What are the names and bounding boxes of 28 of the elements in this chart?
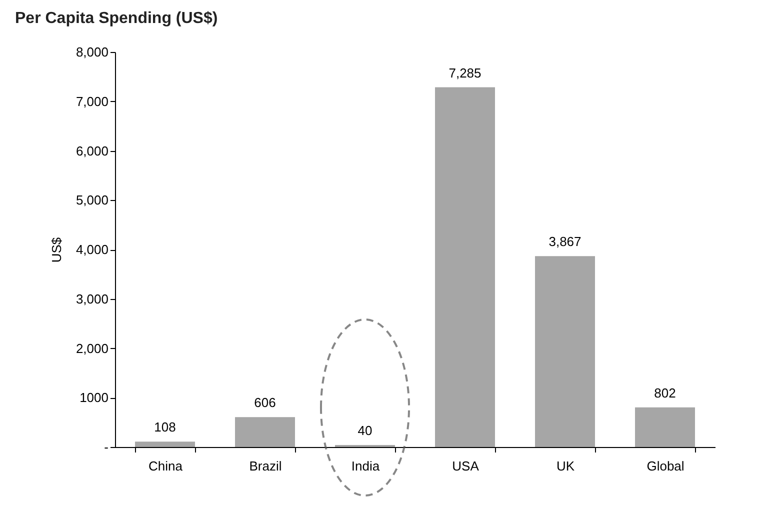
data-label: 108	[154, 420, 176, 435]
bar	[435, 87, 495, 447]
data-label: 7,285	[448, 65, 482, 80]
data-label: 3,867	[548, 234, 582, 250]
bar	[635, 407, 695, 447]
y-tick-label: 6,000	[76, 143, 108, 158]
x-tick-label: India	[351, 458, 380, 474]
x-tick-label: Brazil	[249, 458, 282, 474]
x-tick-label: Global	[646, 458, 684, 474]
bar	[535, 256, 595, 447]
y-tick-label: 3,000	[76, 291, 108, 306]
data-label: 802	[654, 385, 676, 400]
y-tick-label: 2,000	[76, 340, 108, 356]
chart-title: Per Capita Spending (US$)	[15, 10, 218, 27]
y-axis-title: US$	[48, 236, 64, 263]
y-tick-label: 5,000	[76, 192, 108, 208]
bar	[135, 442, 195, 447]
data-label: 40	[358, 423, 372, 438]
x-tick-label: China	[148, 458, 184, 474]
x-tick-label: USA	[452, 458, 480, 474]
y-tick-label: 1000	[80, 390, 108, 406]
data-label: 606	[254, 395, 276, 410]
y-tick-label: 7,000	[76, 94, 108, 109]
y-tick-label: 4,000	[76, 242, 108, 257]
y-tick-label: -	[104, 440, 108, 454]
bar	[235, 417, 295, 447]
x-tick-label: UK	[556, 458, 575, 474]
y-tick-label: 8,000	[76, 44, 108, 60]
